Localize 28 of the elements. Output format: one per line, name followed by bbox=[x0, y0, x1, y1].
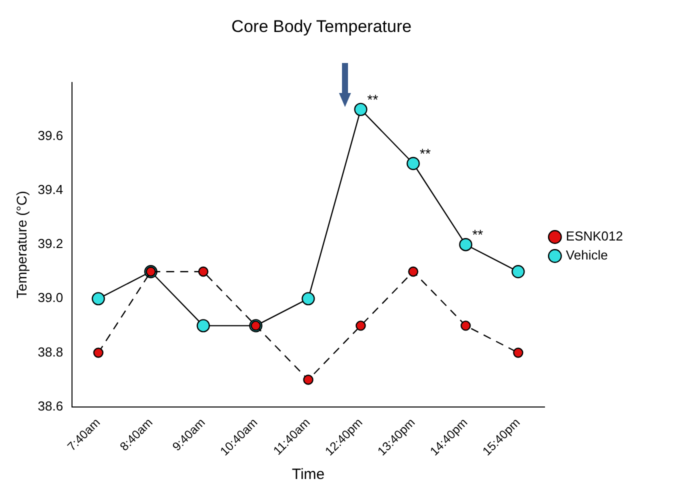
legend-label: ESNK012 bbox=[566, 228, 624, 244]
point bbox=[513, 348, 524, 358]
y-tick-label: 39.6 bbox=[38, 128, 64, 144]
annotation: ** bbox=[420, 146, 432, 162]
chart-title: Core Body Temperature bbox=[231, 16, 412, 36]
point bbox=[356, 320, 366, 331]
point bbox=[512, 265, 525, 278]
point bbox=[460, 320, 471, 331]
point bbox=[196, 319, 210, 332]
y-tick-label: 39.4 bbox=[38, 182, 64, 198]
y-axis-title: Temperature (°C) bbox=[13, 190, 30, 298]
point bbox=[459, 238, 472, 252]
annotation: ** bbox=[472, 226, 484, 243]
y-tick-label: 38.6 bbox=[38, 398, 64, 414]
y-tick-label: 39.0 bbox=[38, 290, 64, 306]
point bbox=[93, 348, 104, 358]
y-tick-label: 38.8 bbox=[38, 344, 64, 360]
point bbox=[406, 156, 420, 170]
legend-label: Vehicle bbox=[566, 248, 608, 263]
y-tick-label: 39.2 bbox=[38, 236, 64, 252]
x-axis-title: Time bbox=[292, 466, 325, 484]
point bbox=[198, 266, 208, 277]
point bbox=[408, 266, 418, 277]
point bbox=[303, 374, 314, 385]
point bbox=[302, 292, 315, 306]
point bbox=[354, 102, 368, 116]
point bbox=[92, 292, 105, 306]
annotation: ** bbox=[367, 91, 379, 108]
